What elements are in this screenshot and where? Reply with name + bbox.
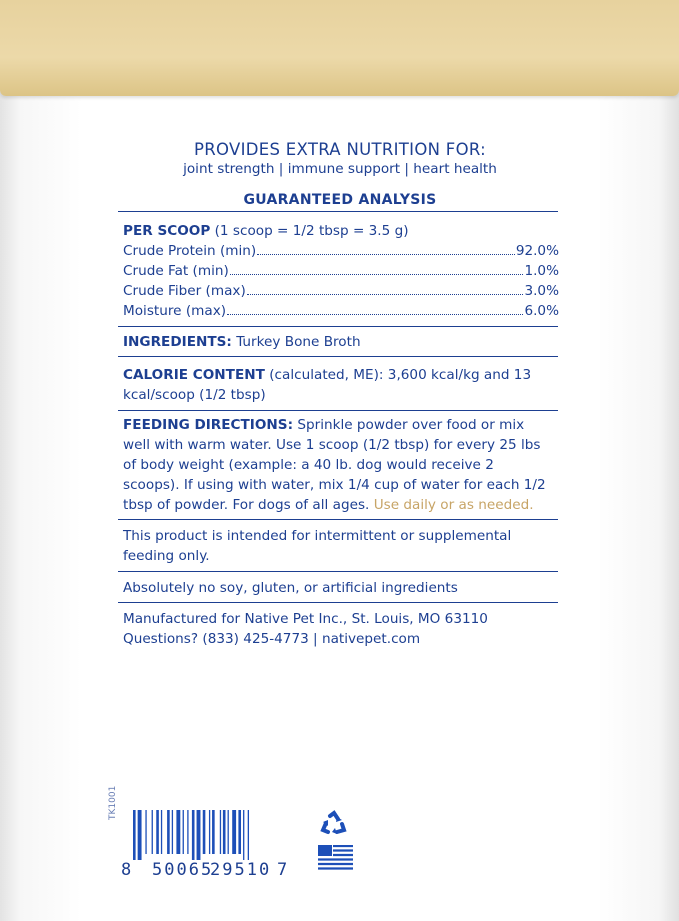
barcode-bar (176, 810, 181, 854)
calorie-text: (calculated, ME): 3,600 kcal/kg and 13 (269, 367, 532, 383)
analysis-row: Moisture (max) 6.0% (123, 301, 559, 321)
barcode-bar (219, 810, 222, 854)
manufacturer-text: Manufactured for Native Pet Inc., St. Lo… (123, 611, 488, 627)
barcode-code: TK1001 (108, 785, 118, 820)
barcode-bar (133, 810, 136, 860)
barcode-bar (137, 810, 142, 860)
barcode-digit: 29510 (210, 860, 272, 880)
calorie-content: CALORIE CONTENT (calculated, ME): 3,600 … (123, 365, 559, 385)
barcode-bar (222, 810, 226, 854)
feeding-label: FEEDING DIRECTIONS: (123, 417, 294, 433)
divider (118, 356, 558, 357)
barcode-bar (156, 810, 159, 854)
calorie-text: kcal/scoop (1/2 tbsp) (123, 387, 266, 403)
notice-text: feeding only. (123, 548, 210, 564)
analysis-heading: GUARANTEED ANALYSIS (243, 192, 437, 208)
barcode-bar (171, 810, 174, 854)
row-value: 1.0% (524, 263, 559, 279)
feeding-text-end: tbsp of powder. For dogs of all ages. (123, 497, 370, 513)
row-label: Crude Fat (min) (123, 263, 229, 279)
divider (118, 410, 558, 411)
barcode (133, 810, 249, 860)
barcode-bar (191, 810, 195, 860)
row-value: 92.0% (515, 243, 559, 259)
barcode-bar (227, 810, 229, 854)
barcode-bar (212, 810, 215, 854)
barcode-bar (238, 810, 241, 854)
divider (118, 571, 558, 572)
free-from-text: Absolutely no soy, gluten, or artificial… (123, 580, 458, 596)
barcode-bar (232, 810, 237, 854)
row-label: Moisture (max) (123, 303, 227, 319)
barcode-bar (243, 810, 245, 860)
barcode-bar (167, 810, 170, 854)
per-scoop-detail: (1 scoop = 1/2 tbsp = 3.5 g) (214, 223, 409, 239)
feeding-text: well with warm water. Use 1 scoop (1/2 t… (123, 437, 541, 453)
ingredients: INGREDIENTS: Turkey Bone Broth (123, 332, 559, 352)
row-label: Crude Fiber (max) (123, 283, 246, 299)
divider (118, 519, 558, 520)
barcode-bar (145, 810, 147, 854)
per-scoop: PER SCOOP (1 scoop = 1/2 tbsp = 3.5 g) (123, 221, 559, 241)
feeding-highlight: Use daily or as needed. (373, 497, 534, 513)
divider (118, 211, 558, 212)
analysis-row: Crude Protein (min) 92.0% (123, 241, 559, 261)
feeding-text: Sprinkle powder over food or mix (297, 417, 525, 433)
barcode-bar (196, 810, 201, 860)
barcode-bar (202, 810, 206, 854)
nutrition-title: PROVIDES EXTRA NUTRITION FOR: (193, 140, 486, 159)
feeding-directions: FEEDING DIRECTIONS: Sprinkle powder over… (123, 415, 559, 435)
analysis-row: Crude Fiber (max) 3.0% (123, 281, 559, 301)
barcode-bar (151, 810, 153, 854)
analysis-row: Crude Fat (min) 1.0% (123, 261, 559, 281)
divider (118, 602, 558, 603)
feeding-text: of body weight (example: a 40 lb. dog wo… (123, 457, 494, 473)
barcode-digit: 7 (277, 860, 288, 880)
barcode-digit: 50065 (152, 860, 214, 880)
barcode-bar (160, 810, 163, 854)
benefits: joint strength | immune support | heart … (183, 161, 497, 177)
per-scoop-label: PER SCOOP (123, 223, 211, 239)
row-value: 3.0% (524, 283, 559, 299)
divider (118, 326, 558, 327)
barcode-bar (187, 810, 189, 854)
row-label: Crude Protein (min) (123, 243, 257, 259)
barcode-bar (208, 810, 211, 854)
barcode-digit: 8 (121, 860, 132, 880)
notice-text: This product is intended for intermitten… (123, 528, 512, 544)
ingredients-label: INGREDIENTS: (123, 334, 232, 350)
ingredients-text: Turkey Bone Broth (236, 334, 361, 350)
barcode-bar (247, 810, 249, 860)
us-flag-icon (318, 845, 353, 870)
recycle-icon (320, 810, 347, 834)
feeding-text: tbsp of powder. For dogs of all ages. Us… (123, 495, 559, 515)
feeding-text: scoops). If using with water, mix 1/4 cu… (123, 477, 546, 493)
tin-lid (0, 0, 679, 96)
calorie-label: CALORIE CONTENT (123, 367, 265, 383)
contact-text: Questions? (833) 425-4773 | nativepet.co… (123, 631, 421, 647)
barcode-bar (182, 810, 184, 854)
row-value: 6.0% (524, 303, 559, 319)
